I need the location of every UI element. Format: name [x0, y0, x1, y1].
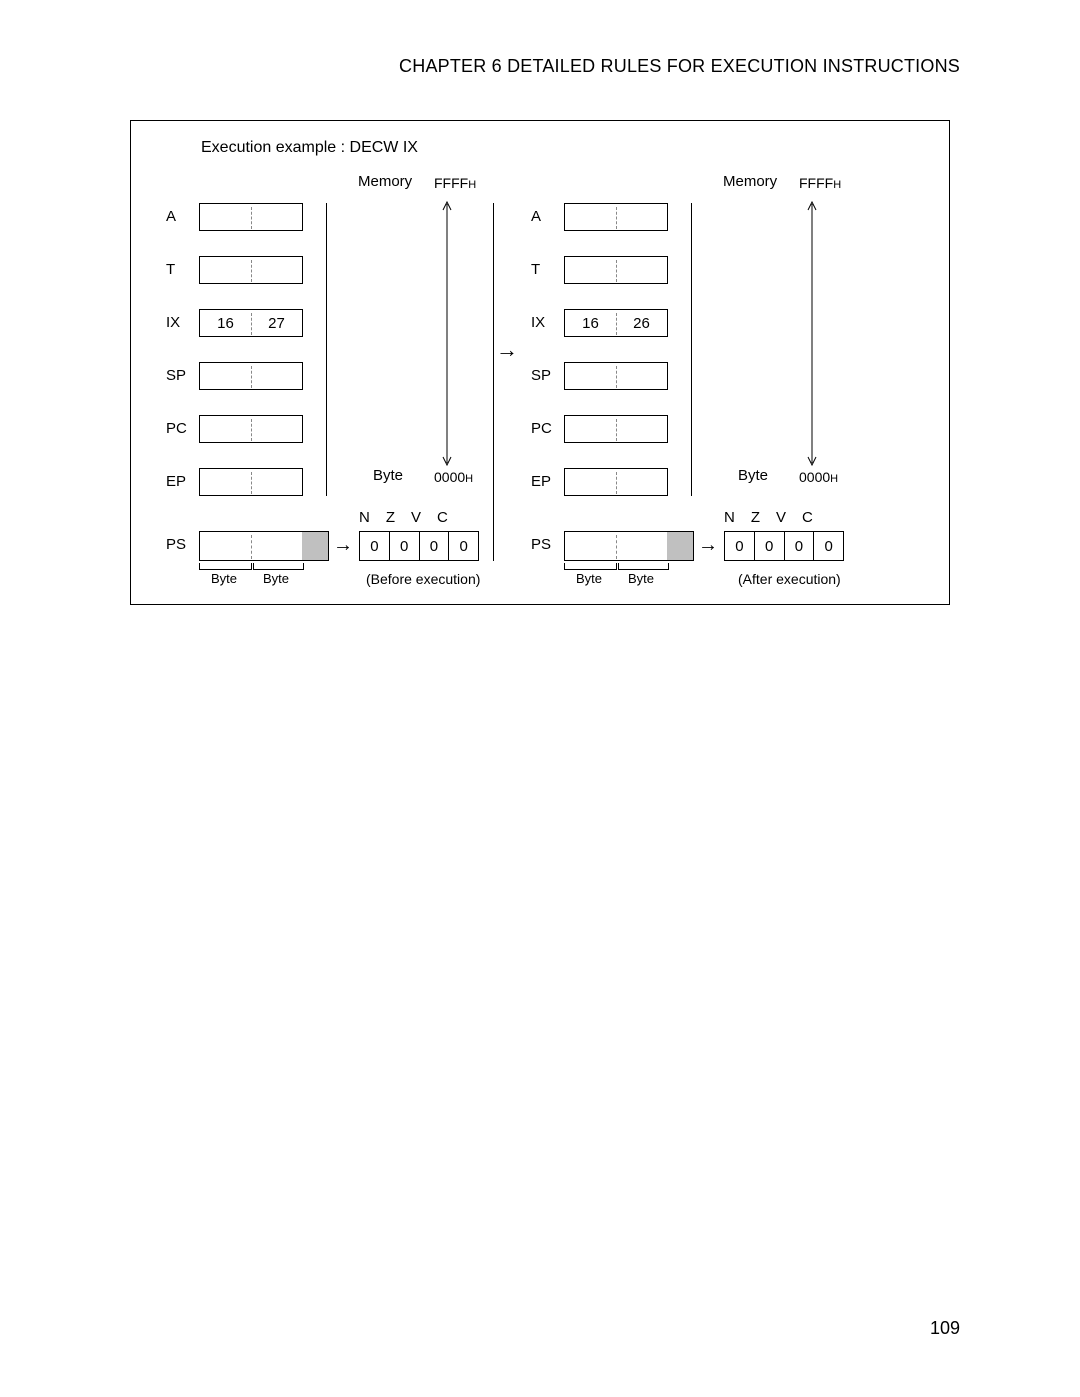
mem-bottom-addr: 0000H — [434, 469, 473, 485]
reg-box-sp — [199, 362, 303, 390]
memory-range-arrow-icon — [806, 196, 818, 471]
reg-box-a — [564, 203, 668, 231]
reg-label-sp: SP — [531, 367, 561, 384]
panel-sep-line — [493, 203, 494, 561]
before-caption: (Before execution) — [366, 571, 480, 587]
ix-hi: 16 — [565, 310, 616, 336]
memory-label: Memory — [723, 173, 777, 190]
flag-val-c: 0 — [814, 532, 843, 560]
reg-label-ep: EP — [166, 473, 196, 490]
reg-label-a: A — [531, 208, 561, 225]
reg-label-ps: PS — [531, 536, 561, 553]
flag-c: C — [802, 509, 813, 526]
reg-label-a: A — [166, 208, 196, 225]
after-caption: (After execution) — [738, 571, 841, 587]
memory-range-arrow-icon — [441, 196, 453, 471]
before-panel: A T IX 16 27 SP PC EP PS → N Z V C 0 — [151, 171, 496, 591]
ix-lo: 27 — [251, 310, 302, 336]
ps-to-flags-arrow-icon: → — [333, 535, 353, 555]
flag-n: N — [359, 509, 370, 526]
flag-val-n: 0 — [360, 532, 390, 560]
flag-v: V — [411, 509, 421, 526]
reg-box-ep — [564, 468, 668, 496]
mem-byte-label: Byte — [373, 467, 403, 484]
flag-val-c: 0 — [449, 532, 478, 560]
mem-bottom-addr: 0000H — [799, 469, 838, 485]
reg-box-pc — [564, 415, 668, 443]
flag-v: V — [776, 509, 786, 526]
ps-ccr-shade — [302, 532, 328, 560]
byte-label-1: Byte — [211, 571, 237, 586]
memory-label: Memory — [358, 173, 412, 190]
byte-label-1: Byte — [576, 571, 602, 586]
ps-ccr-shade — [667, 532, 693, 560]
reg-box-sp — [564, 362, 668, 390]
reg-label-ps: PS — [166, 536, 196, 553]
mem-sep-line — [326, 203, 327, 496]
mem-sep-line — [691, 203, 692, 496]
reg-label-pc: PC — [531, 420, 561, 437]
byte-bracket-line — [199, 563, 252, 570]
ps-box — [564, 531, 694, 561]
page-number: 109 — [930, 1318, 960, 1339]
flag-val-v: 0 — [420, 532, 450, 560]
flag-val-n: 0 — [725, 532, 755, 560]
ps-to-flags-arrow-icon: → — [698, 535, 718, 555]
flags-box: 0 0 0 0 — [359, 531, 479, 561]
byte-bracket-line — [618, 563, 669, 570]
reg-label-ep: EP — [531, 473, 561, 490]
ps-box — [199, 531, 329, 561]
mem-top-addr: FFFFH — [799, 175, 841, 191]
reg-box-ep — [199, 468, 303, 496]
reg-box-t — [199, 256, 303, 284]
flag-c: C — [437, 509, 448, 526]
reg-label-pc: PC — [166, 420, 196, 437]
transition-arrow-icon: → — [496, 339, 518, 361]
chapter-title: CHAPTER 6 DETAILED RULES FOR EXECUTION I… — [399, 56, 960, 77]
reg-label-t: T — [166, 261, 196, 278]
byte-bracket-line — [253, 563, 304, 570]
byte-bracket-line — [564, 563, 617, 570]
reg-box-ix: 16 27 — [199, 309, 303, 337]
reg-box-pc — [199, 415, 303, 443]
flag-val-z: 0 — [755, 532, 785, 560]
flag-n: N — [724, 509, 735, 526]
flags-header: N Z V C — [724, 509, 813, 526]
reg-box-a — [199, 203, 303, 231]
reg-label-ix: IX — [531, 314, 561, 331]
flag-z: Z — [751, 509, 760, 526]
example-title: Execution example : DECW IX — [201, 139, 418, 157]
flag-val-z: 0 — [390, 532, 420, 560]
reg-label-ix: IX — [166, 314, 196, 331]
ix-hi: 16 — [200, 310, 251, 336]
ix-lo: 26 — [616, 310, 667, 336]
flags-header: N Z V C — [359, 509, 448, 526]
figure-box: Execution example : DECW IX A T IX 16 27… — [130, 120, 950, 605]
byte-label-2: Byte — [263, 571, 289, 586]
mem-top-addr: FFFFH — [434, 175, 476, 191]
reg-label-t: T — [531, 261, 561, 278]
byte-label-2: Byte — [628, 571, 654, 586]
reg-label-sp: SP — [166, 367, 196, 384]
reg-box-t — [564, 256, 668, 284]
flags-box: 0 0 0 0 — [724, 531, 844, 561]
mem-byte-label: Byte — [738, 467, 768, 484]
flag-z: Z — [386, 509, 395, 526]
flag-val-v: 0 — [785, 532, 815, 560]
after-panel: A T IX 16 26 SP PC EP PS → N Z V C 0 — [516, 171, 861, 591]
reg-box-ix: 16 26 — [564, 309, 668, 337]
